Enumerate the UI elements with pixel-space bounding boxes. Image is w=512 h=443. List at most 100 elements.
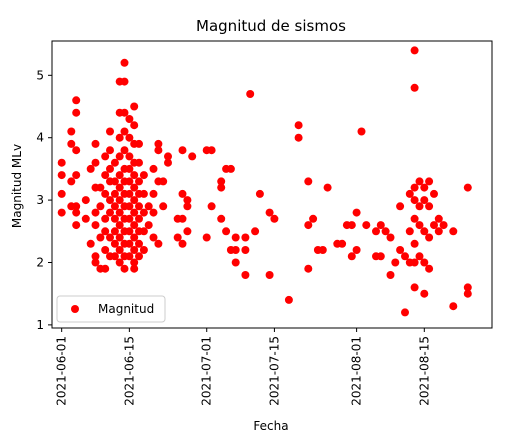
data-point xyxy=(110,227,119,236)
data-point xyxy=(265,271,274,279)
data-point xyxy=(144,221,153,230)
data-point xyxy=(231,246,240,254)
data-point xyxy=(183,196,192,205)
data-point xyxy=(115,196,124,205)
x-tick-label: 2021-07-01 xyxy=(200,336,214,406)
data-point xyxy=(115,208,124,217)
data-point xyxy=(410,83,419,92)
data-point xyxy=(430,189,438,198)
data-point xyxy=(396,202,405,211)
data-point xyxy=(173,233,182,242)
data-point xyxy=(410,283,419,292)
data-point xyxy=(226,164,235,173)
data-point xyxy=(72,202,81,211)
x-axis: 2021-06-01 2021-06-15 2021-07-01 2021-07-15… xyxy=(55,328,431,406)
x-tick-label: 2021-06-15 xyxy=(122,336,136,406)
data-point xyxy=(425,177,434,186)
data-point xyxy=(463,283,472,292)
data-point xyxy=(164,152,172,161)
data-point xyxy=(91,258,100,267)
data-point xyxy=(135,214,143,223)
x-tick-label: 2021-08-01 xyxy=(350,336,364,406)
data-point xyxy=(91,221,100,230)
data-point xyxy=(178,189,187,198)
data-point xyxy=(120,108,129,117)
data-point xyxy=(410,183,419,192)
data-point xyxy=(159,177,168,186)
data-point xyxy=(217,214,226,223)
data-point xyxy=(386,233,395,242)
legend-marker xyxy=(71,305,79,313)
legend: Magnitud xyxy=(56,295,166,323)
data-point xyxy=(106,146,114,155)
data-point xyxy=(135,139,143,148)
data-point xyxy=(81,214,90,223)
data-point xyxy=(81,196,90,205)
data-point xyxy=(67,177,76,186)
data-point xyxy=(425,233,434,242)
data-point xyxy=(110,252,119,261)
data-point xyxy=(231,233,240,242)
data-point xyxy=(110,214,119,223)
data-point xyxy=(91,139,100,148)
data-point xyxy=(125,202,134,211)
data-point xyxy=(130,221,139,230)
data-point xyxy=(430,221,438,230)
data-point xyxy=(352,246,361,254)
data-point xyxy=(318,246,327,254)
data-point xyxy=(96,183,105,192)
data-point xyxy=(362,221,371,230)
data-point xyxy=(120,264,129,273)
data-point xyxy=(251,227,260,236)
data-point xyxy=(410,214,419,223)
data-point xyxy=(96,202,105,211)
y-tick-label: 2 xyxy=(36,255,44,269)
data-point xyxy=(439,221,448,230)
data-point xyxy=(386,271,395,279)
data-point xyxy=(149,164,158,173)
data-point xyxy=(154,146,163,155)
data-point xyxy=(139,246,148,254)
data-point xyxy=(154,139,163,148)
data-point xyxy=(115,183,124,192)
data-point xyxy=(130,102,139,111)
data-point xyxy=(115,246,124,254)
data-point xyxy=(125,133,134,142)
points-layer xyxy=(57,46,472,317)
data-point xyxy=(106,233,114,242)
data-point xyxy=(86,164,95,173)
data-point xyxy=(91,252,100,261)
data-point xyxy=(120,58,129,67)
data-point xyxy=(415,177,424,186)
data-point xyxy=(246,90,255,98)
data-point xyxy=(352,208,361,217)
data-point xyxy=(101,189,110,198)
data-point xyxy=(72,146,81,155)
x-tick-label: 2021-06-01 xyxy=(55,336,69,406)
data-point xyxy=(410,239,419,248)
x-tick-label: 2021-07-15 xyxy=(267,336,281,406)
data-point xyxy=(410,46,419,55)
data-point xyxy=(101,246,110,254)
data-point xyxy=(420,196,429,205)
data-point xyxy=(420,258,429,267)
data-point xyxy=(101,264,110,273)
data-point xyxy=(309,214,318,223)
data-point xyxy=(241,233,250,242)
data-point xyxy=(101,171,110,180)
data-point xyxy=(357,127,366,136)
data-point xyxy=(265,208,274,217)
data-point xyxy=(207,202,216,211)
data-point xyxy=(338,239,347,248)
data-point xyxy=(415,221,424,230)
data-point xyxy=(323,183,332,192)
data-point xyxy=(420,227,429,236)
data-point xyxy=(72,171,81,180)
data-point xyxy=(106,196,114,205)
data-point xyxy=(125,152,134,161)
data-point xyxy=(130,258,139,267)
data-point xyxy=(91,208,100,217)
data-point xyxy=(154,239,163,248)
